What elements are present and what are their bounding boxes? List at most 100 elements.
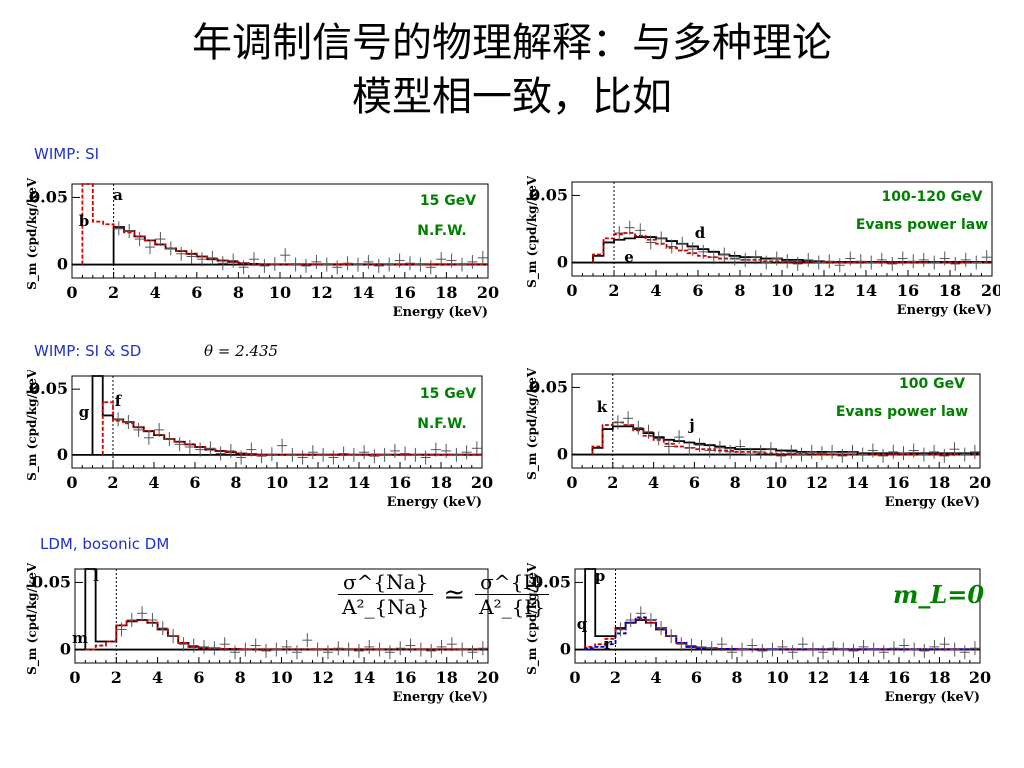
y-axis-label: S_m (cpd/kg/keV) <box>525 368 540 480</box>
y-tick-label: 0 <box>557 445 568 464</box>
curve-letter: g <box>79 403 90 421</box>
curve-letter: r <box>604 635 613 653</box>
model-curve-dashed-blue <box>584 616 980 651</box>
cross-section-formula: σ^{Na} A²_{Na} ≃ σ^{I} A²_{I} <box>338 570 549 619</box>
chart-wimp-si-15gev: 0 2 4 6 8 10 12 14 16 18 20 0 0.05 Energy (keV) S_m (c… <box>25 178 499 320</box>
x-tick-label: 4 <box>148 473 159 492</box>
y-tick-label: 0 <box>57 255 68 274</box>
y-axis-label: S_m (cpd/kg/keV) <box>525 176 540 288</box>
model-label: 15 GeV <box>420 193 476 209</box>
x-tick-label: 16 <box>389 473 411 492</box>
model-curve-dashed-red <box>85 619 488 651</box>
x-tick-label: 16 <box>897 281 919 300</box>
x-tick-label: 20 <box>477 283 499 302</box>
y-axis-label: S_m (cpd/kg/keV) <box>25 563 40 675</box>
x-tick-label: 14 <box>352 283 374 302</box>
y-axis-label: S_m (cpd/kg/keV) <box>25 370 40 481</box>
model-label: Evans power law <box>836 404 968 420</box>
x-tick-label: 12 <box>813 281 835 300</box>
x-tick-label: 0 <box>66 473 77 492</box>
x-tick-label: 20 <box>969 473 991 492</box>
x-tick-label: 10 <box>266 473 288 492</box>
y-tick-label: 0.05 <box>529 377 568 396</box>
x-tick-label: 8 <box>230 473 241 492</box>
x-tick-label: 14 <box>353 668 375 687</box>
formula-lhs-den: A²_{Na} <box>342 595 430 619</box>
curve-letter: j <box>687 416 694 434</box>
chart-wimp-si-100gev: 0 2 4 6 8 10 12 14 16 18 20 0 0.05 Energy (keV) S_m (c… <box>525 176 1000 318</box>
y-tick-label: 0.05 <box>529 185 568 204</box>
chart-ldm-ml0: 0 2 4 6 8 10 12 14 16 18 20 0 0.05 Energy (keV) S_m (c… <box>525 563 991 705</box>
x-tick-label: 10 <box>269 283 291 302</box>
x-tick-label: 2 <box>107 473 118 492</box>
model-curve-dashed-red <box>592 232 992 264</box>
x-tick-label: 10 <box>765 473 787 492</box>
curve-letter: k <box>597 398 608 416</box>
x-tick-label: 2 <box>108 283 119 302</box>
chart-ldm-bosonic: 0 2 4 6 8 10 12 14 16 18 20 0 0.05 Energy (keV) S_m (c… <box>25 563 499 705</box>
curve-letter: f <box>115 392 123 410</box>
x-tick-label: 16 <box>394 668 416 687</box>
x-tick-label: 4 <box>648 473 659 492</box>
x-tick-label: 2 <box>111 668 122 687</box>
x-tick-label: 6 <box>691 668 702 687</box>
x-tick-label: 18 <box>939 281 961 300</box>
x-tick-label: 6 <box>193 668 204 687</box>
x-tick-label: 14 <box>348 473 370 492</box>
formula-relation: ≃ <box>443 579 466 610</box>
x-tick-label: 0 <box>569 668 580 687</box>
x-tick-label: 8 <box>730 473 741 492</box>
x-tick-label: 12 <box>310 283 332 302</box>
x-tick-label: 6 <box>191 283 202 302</box>
curve-letter: m <box>72 629 88 647</box>
x-tick-label: 20 <box>969 668 991 687</box>
curve-letter: l <box>93 567 99 585</box>
x-tick-label: 14 <box>847 668 869 687</box>
model-curve-dashed-red <box>101 401 482 456</box>
x-tick-label: 8 <box>731 668 742 687</box>
model-curve-solid-black <box>591 425 980 455</box>
x-tick-label: 14 <box>846 473 868 492</box>
x-tick-label: 12 <box>807 668 829 687</box>
x-tick-label: 20 <box>477 668 499 687</box>
model-label: 15 GeV <box>420 386 476 402</box>
y-tick-label: 0.05 <box>29 187 68 206</box>
curve-letter: a <box>113 186 123 204</box>
model-label: N.F.W. <box>417 416 466 432</box>
x-tick-label: 4 <box>650 281 661 300</box>
x-tick-label: 18 <box>928 668 950 687</box>
x-tick-label: 2 <box>608 281 619 300</box>
x-tick-label: 12 <box>307 473 329 492</box>
x-tick-label: 6 <box>692 281 703 300</box>
formula-rhs-den: A²_{I} <box>479 595 545 619</box>
x-tick-label: 20 <box>981 281 1000 300</box>
x-tick-label: 12 <box>312 668 334 687</box>
slide-title-line1: 年调制信号的物理解释：与多种理论 <box>192 20 832 66</box>
section-ldm: LDM, bosonic DM <box>40 535 170 553</box>
y-tick-label: 0 <box>60 640 71 659</box>
chart-wimp-sisd-100gev: 0 2 4 6 8 10 12 14 16 18 20 0 0.05 Energy (keV) S_m (c… <box>525 368 991 510</box>
ml-zero-label: m_L=0 <box>893 580 985 609</box>
x-tick-label: 0 <box>66 283 77 302</box>
x-tick-label: 16 <box>888 668 910 687</box>
x-tick-label: 8 <box>233 283 244 302</box>
x-axis-label: Energy (keV) <box>387 495 482 510</box>
y-axis-label: S_m (cpd/kg/keV) <box>25 178 40 290</box>
x-tick-label: 0 <box>566 473 577 492</box>
chart-wimp-sisd-15gev: 0 2 4 6 8 10 12 14 16 18 20 0 0.05 Energy (keV) S_m (c… <box>25 370 493 510</box>
x-tick-label: 18 <box>928 473 950 492</box>
x-tick-label: 12 <box>806 473 828 492</box>
x-axis-label: Energy (keV) <box>885 495 980 510</box>
model-label: N.F.W. <box>417 223 466 239</box>
curve-letter: d <box>695 224 706 242</box>
model-curve-dashed-red <box>81 183 488 266</box>
x-tick-label: 2 <box>607 473 618 492</box>
x-axis-label: Energy (keV) <box>885 690 980 705</box>
x-tick-label: 10 <box>771 281 793 300</box>
x-tick-label: 2 <box>610 668 621 687</box>
x-tick-label: 0 <box>566 281 577 300</box>
formula-lhs-num: σ^{Na} <box>338 570 434 595</box>
x-tick-label: 14 <box>855 281 877 300</box>
slide-title-line2: 模型相一致，比如 <box>352 74 672 120</box>
x-tick-label: 10 <box>270 668 292 687</box>
